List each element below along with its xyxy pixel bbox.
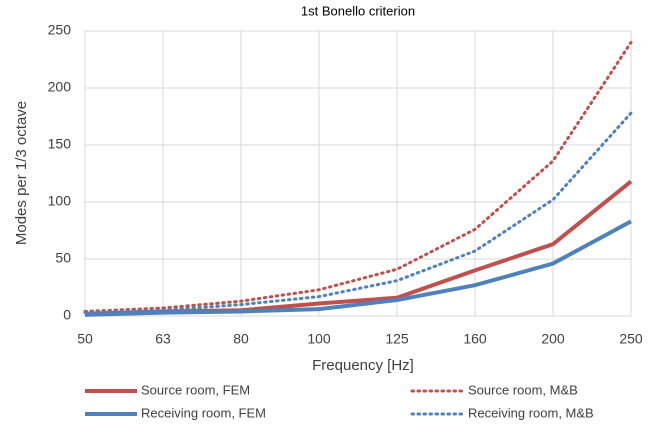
y-tick-label: 100 <box>48 193 72 209</box>
chart-title: 1st Bonello criterion <box>301 3 415 18</box>
x-tick-label: 50 <box>77 331 93 347</box>
y-tick-label: 0 <box>63 307 71 323</box>
y-tick-label: 200 <box>48 79 72 95</box>
series-line <box>83 111 633 315</box>
x-tick-label: 63 <box>155 331 171 347</box>
series-line <box>84 219 632 317</box>
legend-label: Source room, M&B <box>468 382 578 397</box>
legend-label: Receiving room, FEM <box>141 405 266 420</box>
legend-label: Source room, FEM <box>141 382 250 397</box>
x-tick-label: 100 <box>307 331 331 347</box>
x-axis-label: Frequency [Hz] <box>312 357 414 374</box>
x-tick-label: 200 <box>541 331 565 347</box>
series-line <box>83 40 633 313</box>
y-tick-label: 250 <box>48 22 72 38</box>
x-tick-label: 80 <box>233 331 249 347</box>
y-tick-label: 150 <box>48 136 72 152</box>
x-tick-label: 125 <box>385 331 409 347</box>
legend-label: Receiving room, M&B <box>468 405 594 420</box>
x-tick-label: 160 <box>463 331 487 347</box>
y-tick-label: 50 <box>55 250 71 266</box>
y-axis-label: Modes per 1/3 octave <box>13 101 30 245</box>
x-tick-label: 250 <box>619 331 643 347</box>
